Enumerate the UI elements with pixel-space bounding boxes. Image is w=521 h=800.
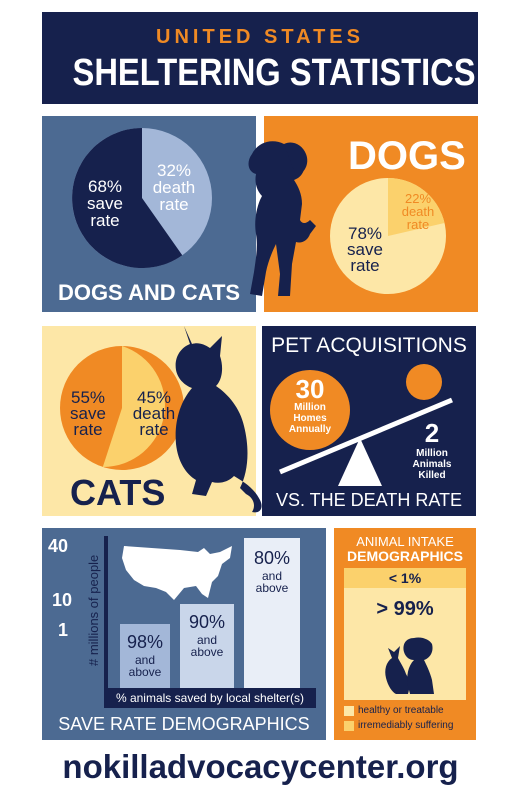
legend-healthy-swatch: [344, 706, 354, 716]
dog-silhouette: [248, 141, 316, 296]
y-tick-1: 1: [58, 620, 69, 640]
header-banner: UNITED STATES SHELTERING STATISTICS: [42, 12, 478, 104]
bar-98: 98% and above: [120, 624, 170, 688]
cat-silhouette: [175, 326, 262, 513]
seesaw-plank: [279, 397, 453, 475]
dogs-and-cats-death-label: 32% death rate: [152, 161, 196, 214]
dogs-and-cats-pie: [72, 128, 212, 268]
dogs-pie: [330, 178, 446, 294]
y-axis-label: # millions of people: [86, 554, 101, 666]
pet-acquisitions-footer: VS. THE DEATH RATE: [275, 490, 463, 510]
cats-death-slice: [102, 346, 165, 468]
pet-acquisitions-panel: PET ACQUISITIONS 30 Million Homes Annual…: [262, 326, 476, 516]
dogs-death-label: 22% death rate: [401, 191, 435, 232]
y-tick-10: 10: [52, 590, 73, 610]
seesaw-graphic: [270, 364, 453, 486]
dogs-and-cats-save-label: 68% save rate: [87, 177, 123, 230]
bar-90-pct: 90%: [188, 612, 226, 632]
header-kicker: UNITED STATES: [156, 26, 364, 48]
intake-heading-line2: DEMOGRAPHICS: [347, 548, 463, 564]
bar-90-caption: and above: [190, 633, 224, 659]
intake-heading-line1: ANIMAL INTAKE: [356, 534, 454, 549]
dogs-and-cats-heading: DOGS AND CATS: [57, 280, 241, 305]
killed-number: 2: [424, 418, 440, 448]
bar-80-pct: 80%: [253, 548, 291, 568]
cats-save-label: 55% save rate: [70, 388, 106, 439]
legend-suffering-label: irremediably suffering: [358, 720, 454, 731]
y-tick-40: 40: [48, 536, 69, 556]
us-map-icon: [122, 546, 232, 600]
x-axis-label: % animals saved by local shelter(s): [115, 691, 305, 705]
legend-suffering-swatch: [344, 721, 354, 731]
bar-98-pct: 98%: [126, 632, 164, 652]
killed-circle: [406, 364, 442, 400]
save-rate-heading: SAVE RATE DEMOGRAPHICS: [58, 714, 310, 734]
pets-silhouette: [385, 637, 434, 694]
dogs-and-cats-save-slice: [72, 128, 183, 268]
legend-healthy-label: healthy or treatable: [358, 705, 444, 716]
save-rate-panel: # millions of people 40 10 1 % animals s…: [42, 528, 326, 740]
killed-caption: Million Animals Killed: [412, 448, 452, 481]
footer-url[interactable]: nokilladvocacycenter.org: [62, 748, 459, 785]
x-axis-bar: % animals saved by local shelter(s): [104, 688, 316, 708]
homes-caption: Million Homes Annually: [288, 402, 332, 435]
bar-80-caption: and above: [255, 569, 289, 595]
animal-intake-panel: ANIMAL INTAKE DEMOGRAPHICS < 1% > 99% he…: [334, 528, 476, 740]
dogs-heading: DOGS: [348, 134, 466, 178]
homes-number: 30: [295, 374, 325, 404]
y-axis-line: [104, 536, 108, 694]
bar-80: 80% and above: [244, 538, 300, 688]
cats-heading: CATS: [70, 472, 166, 513]
bar-90: 90% and above: [180, 604, 234, 688]
header-title: SHELTERING STATISTICS: [72, 52, 476, 94]
homes-circle: [270, 370, 350, 450]
dogs-death-slice: [388, 178, 445, 236]
bar-98-caption: and above: [128, 653, 162, 679]
seesaw-fulcrum: [338, 438, 382, 486]
dogs-and-cats-panel: 68% save rate 32% death rate DOGS AND CA…: [42, 116, 256, 312]
intake-large-pct: > 99%: [376, 598, 434, 620]
intake-small-box: < 1%: [344, 568, 466, 588]
intake-large-box: > 99%: [344, 588, 466, 700]
pet-acquisitions-heading: PET ACQUISITIONS: [271, 334, 467, 357]
intake-small-pct: < 1%: [388, 570, 422, 586]
cats-pie: [60, 346, 184, 470]
dogs-save-label: 78% save rate: [347, 224, 383, 275]
cats-death-label: 45% death rate: [132, 388, 176, 439]
